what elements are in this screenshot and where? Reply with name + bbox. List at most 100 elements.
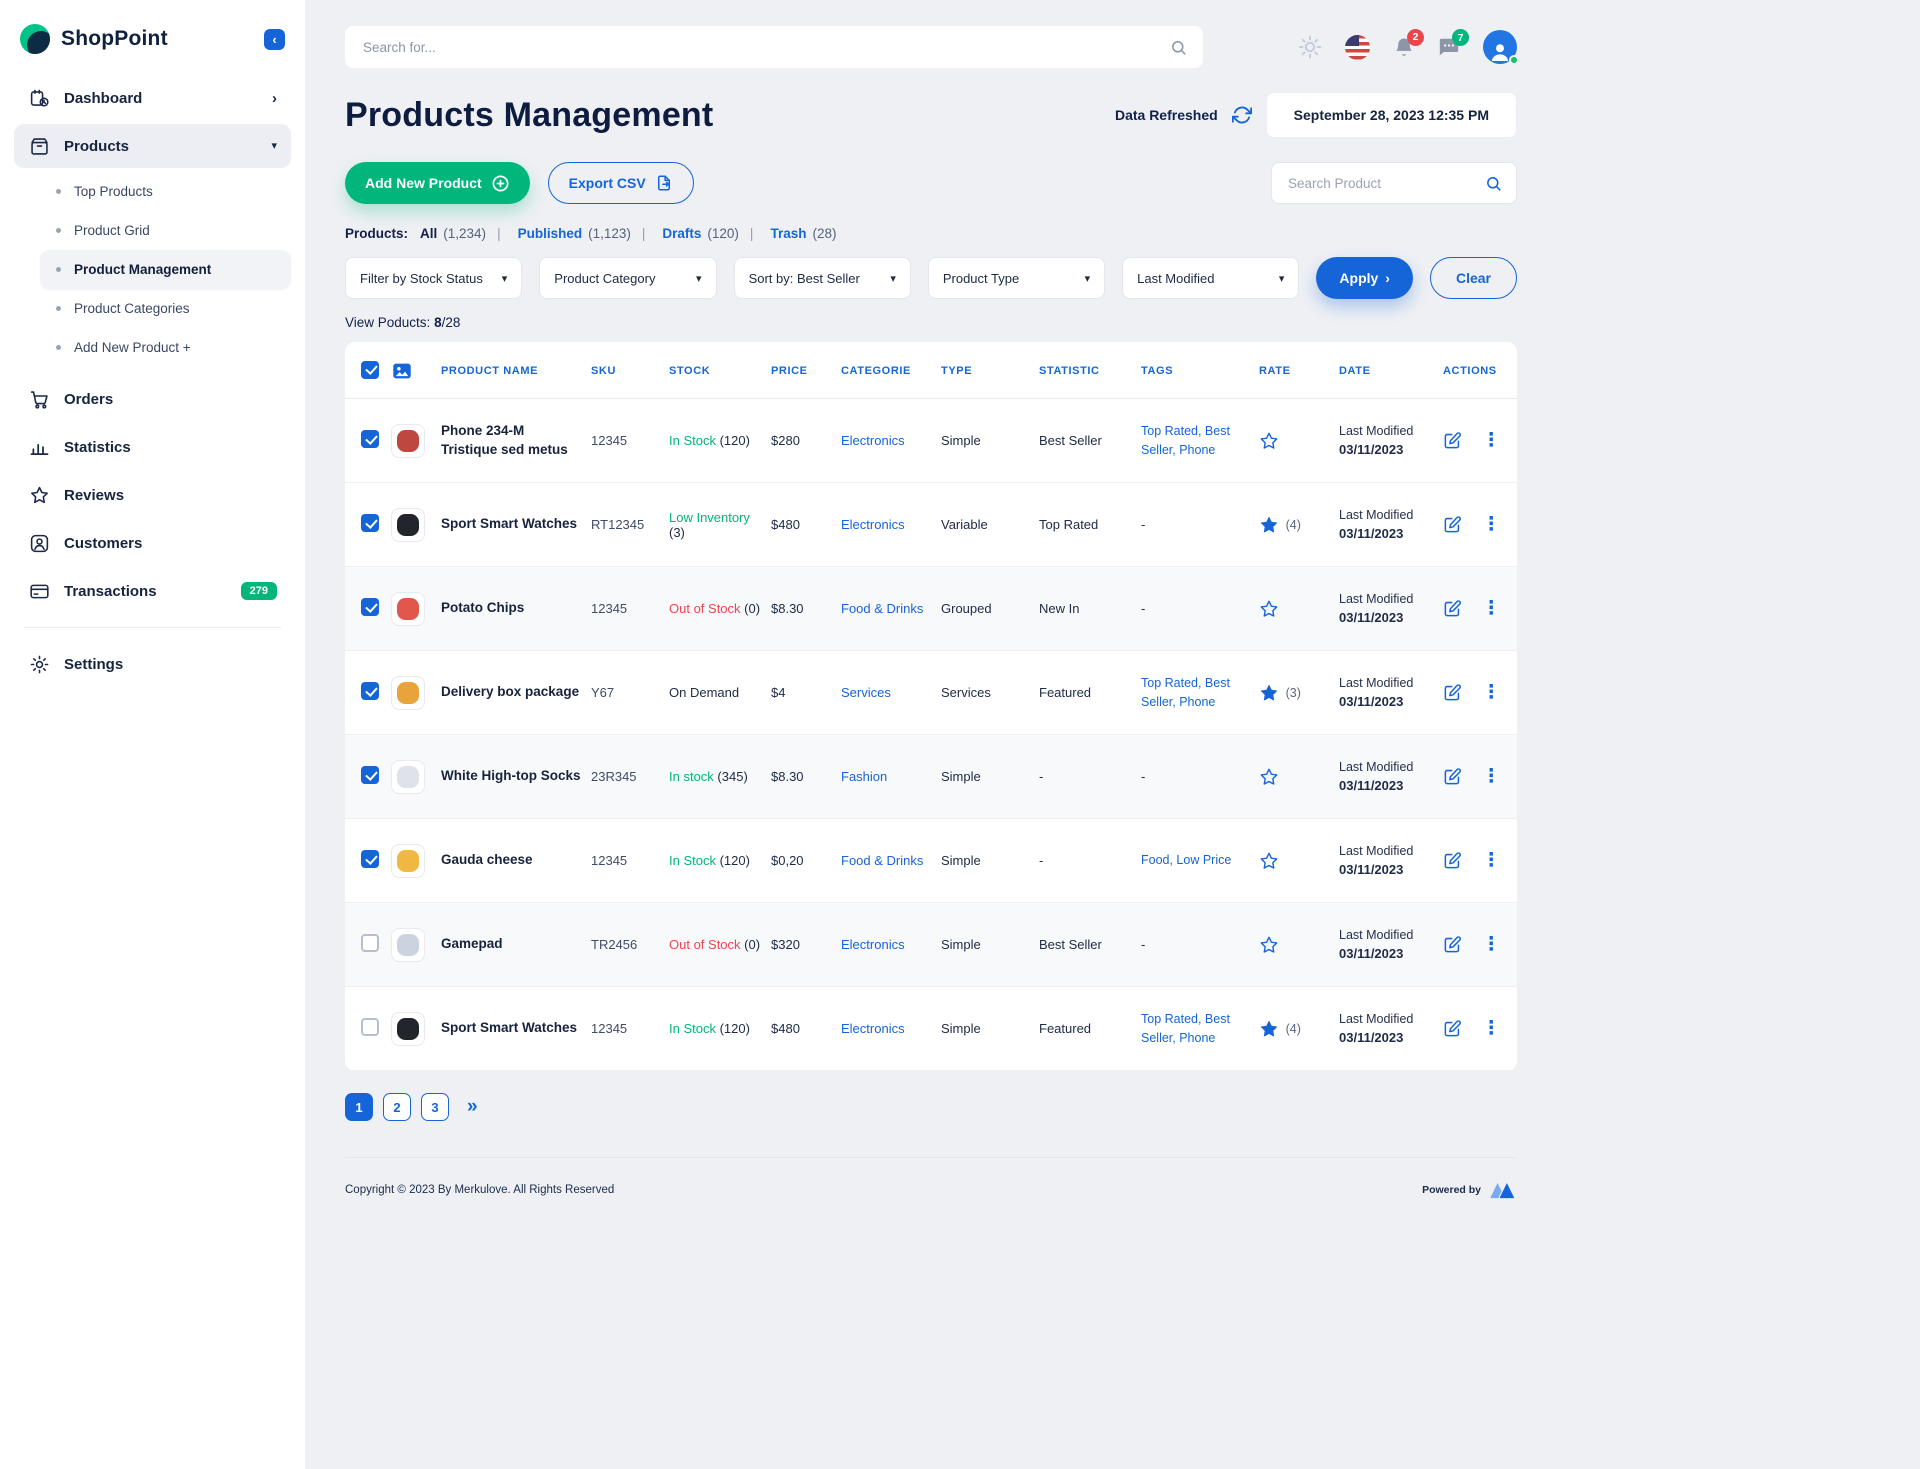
star-icon[interactable] xyxy=(1259,431,1279,451)
export-csv-button[interactable]: Export CSV xyxy=(547,162,694,204)
row-checkbox[interactable] xyxy=(361,682,379,700)
edit-icon[interactable] xyxy=(1443,851,1462,870)
global-search-input[interactable] xyxy=(361,38,1170,56)
column-header[interactable]: CATEGORIE xyxy=(841,342,941,399)
filter-dropdown[interactable]: Product Type ▾ xyxy=(927,257,1106,299)
more-options-icon[interactable]: ⋮ xyxy=(1481,850,1501,871)
row-checkbox[interactable] xyxy=(361,766,379,784)
star-icon[interactable] xyxy=(1259,767,1279,787)
more-options-icon[interactable]: ⋮ xyxy=(1481,766,1501,787)
user-avatar[interactable] xyxy=(1483,30,1519,65)
edit-icon[interactable] xyxy=(1443,515,1462,534)
product-category-link[interactable]: Electronics xyxy=(841,986,941,1071)
edit-icon[interactable] xyxy=(1443,431,1462,450)
sidebar-subitem[interactable]: Top Products xyxy=(40,172,291,211)
star-icon[interactable] xyxy=(1259,683,1279,703)
product-name[interactable]: White High-top Socks xyxy=(441,734,591,819)
product-category-link[interactable]: Electronics xyxy=(841,902,941,987)
sidebar-collapse-button[interactable]: ‹ xyxy=(264,28,285,50)
refresh-icon[interactable] xyxy=(1231,105,1252,125)
messages-button[interactable]: 7 xyxy=(1438,29,1469,58)
sidebar-subitem[interactable]: Add New Product + xyxy=(40,328,291,367)
page-button[interactable]: 2 xyxy=(383,1093,411,1121)
apply-button[interactable]: Apply › xyxy=(1316,257,1413,299)
product-tags[interactable]: Top Rated, Best Seller, Phone xyxy=(1141,398,1259,483)
sidebar-item-transactions[interactable]: Transactions 279 xyxy=(14,569,291,613)
theme-sun-icon[interactable] xyxy=(1298,35,1322,59)
product-tags[interactable]: - xyxy=(1141,734,1259,819)
page-button[interactable]: 1 xyxy=(345,1093,373,1121)
star-icon[interactable] xyxy=(1259,935,1279,955)
edit-icon[interactable] xyxy=(1443,1019,1462,1038)
product-category-link[interactable]: Electronics xyxy=(841,398,941,483)
sidebar-subitem[interactable]: Product Grid xyxy=(40,211,291,250)
add-new-product-button[interactable]: Add New Product xyxy=(345,162,530,204)
sidebar-item-customers[interactable]: Customers xyxy=(14,521,291,565)
column-header[interactable]: ACTIONS xyxy=(1443,342,1517,399)
select-all-checkbox[interactable] xyxy=(361,360,379,379)
row-checkbox[interactable] xyxy=(361,1018,379,1036)
notifications-button[interactable]: 2 xyxy=(1393,28,1424,59)
more-options-icon[interactable]: ⋮ xyxy=(1481,1018,1501,1039)
product-category-link[interactable]: Food & Drinks xyxy=(841,566,941,651)
row-checkbox[interactable] xyxy=(361,934,379,952)
filter-dropdown[interactable]: Product Category ▾ xyxy=(539,257,717,299)
product-tags[interactable]: - xyxy=(1141,902,1259,987)
next-pages-icon[interactable]: » xyxy=(467,1096,478,1117)
product-tags[interactable]: - xyxy=(1141,482,1259,567)
product-name[interactable]: Sport Smart Watches xyxy=(441,482,591,567)
product-category-link[interactable]: Electronics xyxy=(841,482,941,567)
filter-dropdown[interactable]: Sort by: Best Seller ▾ xyxy=(733,257,911,299)
column-header[interactable]: DATE xyxy=(1339,342,1443,399)
merkulove-logo-icon[interactable] xyxy=(1489,1180,1517,1200)
more-options-icon[interactable]: ⋮ xyxy=(1481,682,1501,703)
product-name[interactable]: Sport Smart Watches xyxy=(441,986,591,1071)
product-tags[interactable]: Food, Low Price xyxy=(1141,818,1259,903)
page-button[interactable]: 3 xyxy=(421,1093,449,1121)
sidebar-item-reviews[interactable]: Reviews xyxy=(14,473,291,517)
product-name[interactable]: Potato Chips xyxy=(441,566,591,651)
row-checkbox[interactable] xyxy=(361,430,379,448)
product-search-input[interactable] xyxy=(1286,174,1485,192)
sidebar-item-orders[interactable]: Orders xyxy=(14,377,291,421)
row-checkbox[interactable] xyxy=(361,598,379,616)
column-header[interactable]: SKU xyxy=(591,342,669,399)
product-category-link[interactable]: Services xyxy=(841,650,941,735)
row-checkbox[interactable] xyxy=(361,850,379,868)
column-header[interactable]: RATE xyxy=(1259,342,1339,399)
column-header[interactable]: STATISTIC xyxy=(1039,342,1141,399)
status-tab[interactable]: Drafts (120) xyxy=(631,226,739,241)
product-name[interactable]: Gauda cheese xyxy=(441,818,591,903)
edit-icon[interactable] xyxy=(1443,683,1462,702)
star-icon[interactable] xyxy=(1259,515,1279,535)
product-category-link[interactable]: Fashion xyxy=(841,734,941,819)
clear-button[interactable]: Clear xyxy=(1429,257,1517,299)
sidebar-item-statistics[interactable]: Statistics xyxy=(14,425,291,469)
search-icon[interactable] xyxy=(1170,39,1187,56)
star-icon[interactable] xyxy=(1259,1019,1279,1039)
column-header[interactable]: PRICE xyxy=(771,342,841,399)
search-icon[interactable] xyxy=(1485,175,1502,192)
status-tab[interactable]: Trash (28) xyxy=(739,226,836,241)
sidebar-item-settings[interactable]: Settings xyxy=(14,642,291,686)
row-checkbox[interactable] xyxy=(361,514,379,532)
sidebar-item-dashboard[interactable]: Dashboard › xyxy=(14,76,291,120)
edit-icon[interactable] xyxy=(1443,935,1462,954)
product-tags[interactable]: Top Rated, Best Seller, Phone xyxy=(1141,650,1259,735)
column-header[interactable]: TAGS xyxy=(1141,342,1259,399)
product-name[interactable]: Phone 234-M Tristique sed metus xyxy=(441,398,591,483)
status-tab[interactable]: Published (1,123) xyxy=(486,226,631,241)
edit-icon[interactable] xyxy=(1443,599,1462,618)
product-tags[interactable]: - xyxy=(1141,566,1259,651)
sidebar-item-products[interactable]: Products ▾ xyxy=(14,124,291,168)
column-header[interactable]: STOCK xyxy=(669,342,771,399)
sidebar-subitem[interactable]: Product Management xyxy=(40,250,291,289)
sidebar-subitem[interactable]: Product Categories xyxy=(40,289,291,328)
product-tags[interactable]: Top Rated, Best Seller, Phone xyxy=(1141,986,1259,1071)
status-tab[interactable]: All (1,234) xyxy=(420,226,486,241)
edit-icon[interactable] xyxy=(1443,767,1462,786)
filter-dropdown[interactable]: Filter by Stock Status ▾ xyxy=(345,257,523,299)
more-options-icon[interactable]: ⋮ xyxy=(1481,598,1501,619)
column-header[interactable]: PRODUCT NAME xyxy=(441,342,591,399)
more-options-icon[interactable]: ⋮ xyxy=(1481,430,1501,451)
